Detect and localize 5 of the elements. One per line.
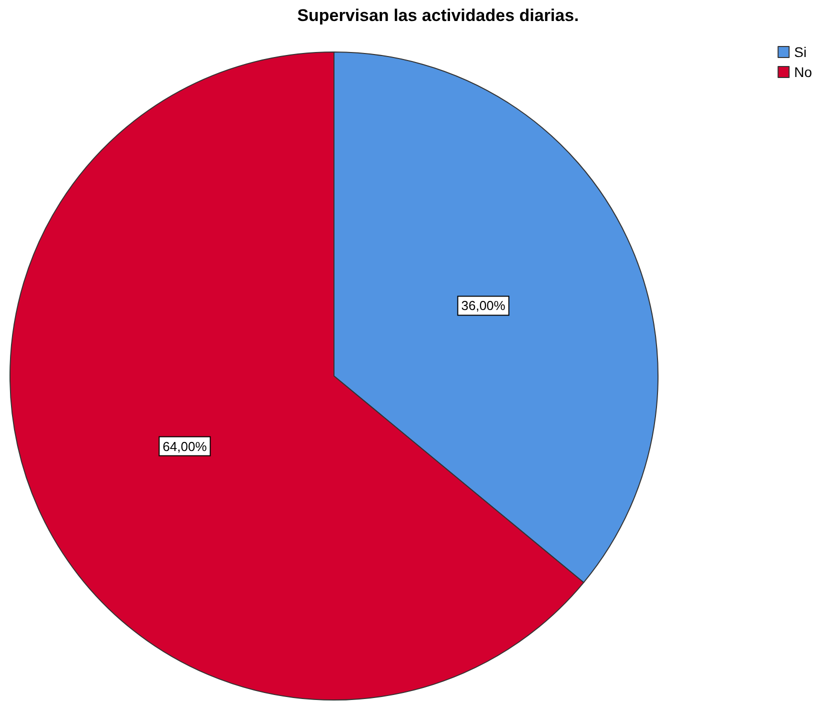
legend-label: No [794, 64, 812, 80]
data-label: 64,00% [162, 438, 208, 454]
legend-label: Si [794, 44, 807, 60]
chart-title: Supervisan las actividades diarias. [297, 6, 579, 25]
data-label: 36,00% [461, 298, 506, 314]
